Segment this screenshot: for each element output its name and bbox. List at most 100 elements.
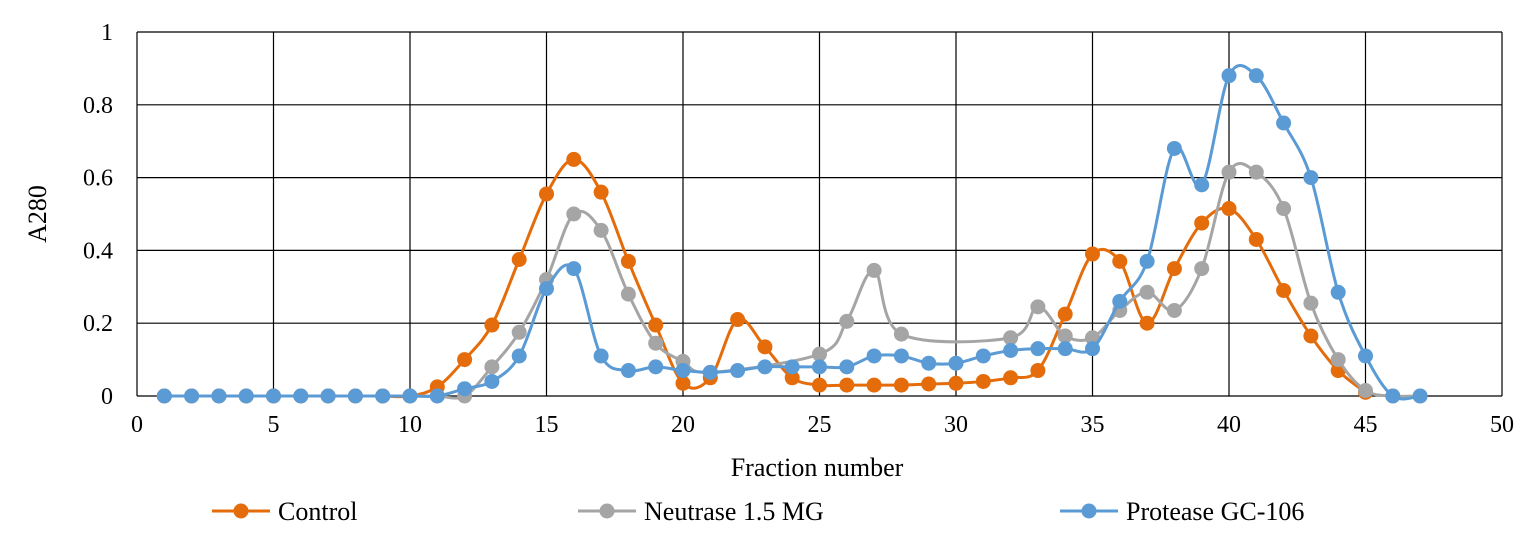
x-tick-label: 40	[1217, 412, 1241, 438]
data-point	[921, 376, 937, 392]
data-point	[1194, 177, 1210, 193]
data-point	[429, 388, 445, 404]
data-point	[457, 352, 473, 368]
data-point	[757, 359, 773, 375]
legend-marker	[233, 503, 249, 519]
data-point	[648, 317, 664, 333]
data-point	[675, 363, 691, 379]
y-tick-label: 0.2	[83, 311, 113, 337]
data-point	[1003, 330, 1019, 346]
grid-layer	[136, 31, 1503, 397]
data-point	[675, 375, 691, 391]
data-point	[1085, 341, 1100, 357]
data-point	[812, 359, 827, 375]
data-point	[948, 375, 964, 391]
data-point	[484, 317, 500, 333]
data-point	[511, 348, 527, 364]
data-point	[375, 388, 391, 404]
data-point	[702, 364, 718, 380]
y-tick-label: 0.4	[83, 238, 113, 264]
data-point	[1030, 363, 1046, 379]
x-tick-label: 5	[268, 412, 280, 438]
legend-label: Control	[278, 497, 357, 526]
data-point	[812, 377, 827, 393]
data-point	[1030, 299, 1046, 315]
data-point	[1166, 140, 1182, 156]
data-point	[1139, 315, 1155, 331]
data-point	[1330, 352, 1346, 368]
data-point	[812, 346, 827, 362]
axis-layer: 0 5 10 15 20 25 30 35 40 45 50 0 0.2 0.4 0.6 0.8 1	[83, 20, 1514, 438]
x-tick-label: 45	[1354, 412, 1378, 438]
data-point	[1248, 231, 1264, 247]
data-point	[593, 348, 609, 364]
legend-entry: Protease GC-106	[1060, 497, 1304, 526]
data-point	[1303, 295, 1319, 311]
data-point	[1385, 388, 1401, 404]
data-point	[1194, 215, 1210, 231]
x-tick-label: 20	[671, 412, 695, 438]
data-point	[1003, 343, 1019, 358]
data-point	[1358, 383, 1373, 399]
data-point	[648, 359, 664, 375]
y-tick-label: 0.6	[83, 166, 113, 192]
data-point	[893, 377, 909, 393]
data-point	[1221, 201, 1237, 217]
data-point	[1330, 284, 1346, 300]
data-point	[457, 381, 473, 397]
series-protease-gc-106	[156, 64, 1428, 404]
data-point	[1221, 68, 1237, 84]
x-tick-label: 50	[1490, 412, 1514, 438]
data-point	[1248, 164, 1264, 180]
data-point	[866, 377, 882, 393]
data-point	[1303, 328, 1319, 344]
data-point	[1276, 282, 1292, 298]
data-point	[784, 370, 800, 386]
data-point	[511, 324, 527, 340]
data-point	[1003, 370, 1019, 386]
data-point	[730, 363, 746, 379]
data-point	[866, 262, 882, 278]
data-point	[839, 359, 855, 375]
data-point	[511, 252, 527, 267]
x-tick-label: 15	[535, 412, 559, 438]
data-point	[347, 388, 363, 404]
data-point	[1085, 246, 1100, 262]
data-point	[484, 373, 500, 389]
data-point	[1194, 261, 1210, 277]
data-point	[784, 359, 800, 375]
data-point	[1221, 164, 1237, 180]
data-point	[620, 286, 636, 302]
data-point	[1248, 68, 1264, 84]
data-point	[1057, 341, 1073, 357]
data-point	[211, 388, 227, 404]
data-point	[238, 388, 254, 404]
data-point	[866, 348, 882, 364]
legend-marker	[599, 503, 615, 519]
x-tick-label: 10	[398, 412, 422, 438]
data-point	[1303, 170, 1319, 186]
data-point	[266, 388, 281, 404]
series-line	[164, 64, 1421, 401]
data-point	[1112, 293, 1128, 309]
data-point	[402, 388, 418, 404]
data-point	[757, 339, 773, 355]
x-tick-label: 30	[944, 412, 968, 438]
data-point	[156, 388, 172, 404]
data-point	[539, 186, 554, 202]
data-point	[1166, 261, 1182, 277]
data-point	[975, 373, 991, 389]
data-point	[620, 363, 636, 379]
y-axis-title: A280	[23, 185, 52, 243]
x-tick-label: 35	[1081, 412, 1105, 438]
data-point	[948, 355, 964, 371]
data-point	[566, 206, 582, 222]
y-tick-label: 0	[101, 384, 113, 410]
data-point	[975, 348, 991, 364]
data-point	[293, 388, 309, 404]
data-point	[1139, 284, 1155, 300]
data-point	[921, 355, 937, 371]
legend-label: Protease GC-106	[1126, 497, 1304, 526]
data-point	[1057, 306, 1073, 322]
data-point	[1030, 341, 1046, 357]
